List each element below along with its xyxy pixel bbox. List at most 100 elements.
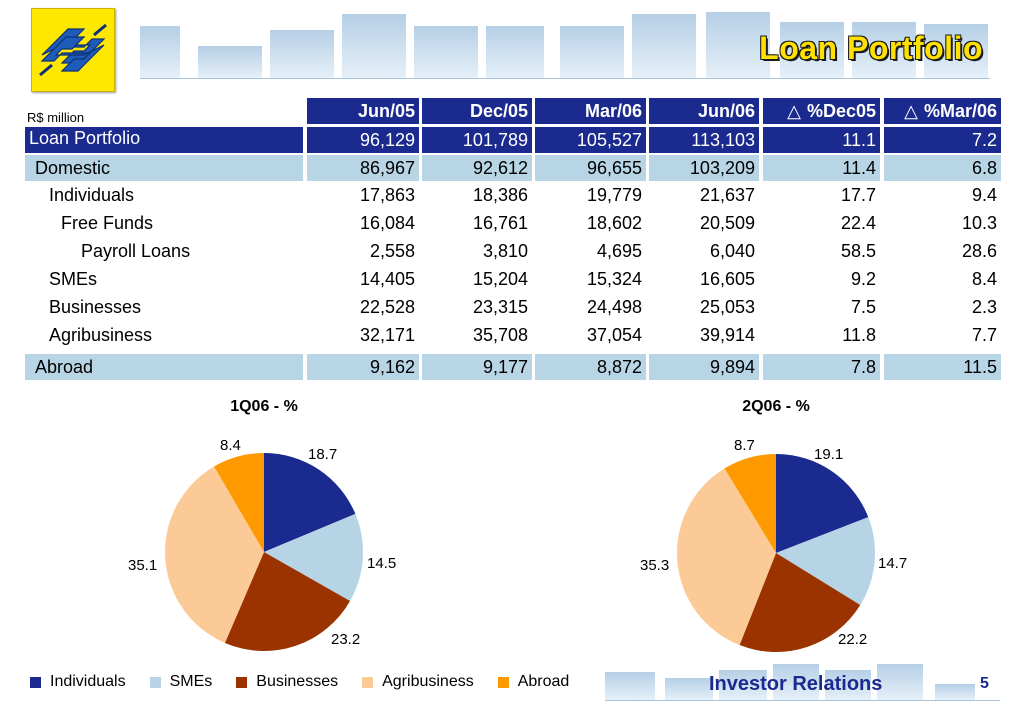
legend-item: SMEs	[149, 673, 213, 691]
pie-slice-agribusiness	[677, 468, 776, 646]
page-title: Loan Portfolio	[759, 30, 983, 66]
table-cell: 9.2	[850, 269, 876, 289]
pie-slice-businesses	[224, 552, 351, 651]
legend-label: SMEs	[169, 673, 213, 690]
table-cell: 28.6	[961, 241, 997, 261]
column-header-label: Jun/05	[357, 101, 415, 121]
legend-item: Agribusiness	[362, 673, 474, 691]
table-cell: 17.7	[840, 185, 876, 205]
legend-label: Abroad	[517, 673, 570, 690]
table-cell: 20,509	[699, 213, 755, 233]
table-cell: 15,204	[472, 269, 528, 289]
table-cell: 6,040	[709, 241, 755, 261]
logo-mark-icon	[39, 23, 107, 77]
table-cell: 8,872	[535, 354, 646, 380]
table-cell: 11.4	[763, 155, 880, 181]
table-cell: 37,054	[586, 325, 642, 345]
table-cell: 86,967	[307, 155, 419, 181]
table-cell: 3,810	[482, 241, 528, 261]
table-cell: 24,498	[586, 297, 642, 317]
delta-icon: △	[787, 101, 801, 121]
row-label: Abroad	[25, 354, 303, 380]
column-header: △ %Dec05	[763, 98, 880, 124]
column-header: Jun/05	[307, 98, 419, 124]
column-header-label: Jun/06	[697, 101, 755, 121]
table-cell: 16,605	[699, 269, 755, 289]
pie-data-label: 23.2	[331, 631, 361, 648]
table-cell: 7.5	[850, 297, 876, 317]
table-cell: 7.2	[884, 127, 1001, 153]
pie-data-label: 19.1	[814, 446, 844, 463]
row-label: Free Funds	[61, 213, 154, 233]
pie-data-label: 35.1	[128, 557, 158, 574]
legend-swatch-icon	[30, 676, 41, 688]
table-cell: 105,527	[535, 127, 646, 153]
pie-slice-smes	[264, 513, 363, 601]
pie-data-label: 8.4	[220, 437, 241, 454]
table-cell: 17,863	[359, 185, 415, 205]
pie-data-label: 14.7	[878, 555, 908, 572]
column-header: △ %Mar/06	[884, 98, 1001, 124]
legend-label: Agribusiness	[382, 673, 474, 690]
column-header-label: %Dec05	[806, 101, 876, 121]
table-cell: 16,084	[359, 213, 415, 233]
header-banner	[140, 12, 990, 79]
table-cell: 39,914	[699, 325, 755, 345]
table-cell: 16,761	[472, 213, 528, 233]
pie-data-label: 18.7	[308, 446, 338, 463]
table-cell: 25,053	[699, 297, 755, 317]
pie-slice-abroad	[214, 453, 264, 552]
table-cell: 9,894	[649, 354, 759, 380]
table-cell: 103,209	[649, 155, 759, 181]
legend-item: Abroad	[497, 673, 570, 691]
column-header: Dec/05	[422, 98, 532, 124]
pie-slice-individuals	[264, 453, 356, 552]
pie-data-label: 14.5	[367, 555, 397, 572]
pie-chart-title: 2Q06 - %	[742, 398, 810, 415]
footer-investor-relations: Investor Relations	[709, 673, 883, 695]
legend-item: Individuals	[30, 673, 126, 691]
table-cell: 21,637	[699, 185, 755, 205]
table-cell: 9.4	[971, 185, 997, 205]
legend-item: Businesses	[236, 673, 338, 691]
table-cell: 15,324	[586, 269, 642, 289]
table-cell: 19,779	[586, 185, 642, 205]
row-label: Payroll Loans	[81, 241, 191, 261]
table-cell: 23,315	[472, 297, 528, 317]
pie-chart-title: 1Q06 - %	[230, 398, 298, 415]
legend-label: Businesses	[256, 673, 339, 690]
row-label: Domestic	[25, 155, 303, 181]
table-cell: 9,162	[307, 354, 419, 380]
column-header-label: %Mar/06	[923, 101, 997, 121]
unit-label: R$ million	[27, 110, 85, 125]
table-cell: 35,708	[472, 325, 528, 345]
table-cell: 11.8	[842, 325, 876, 345]
table-cell: 10.3	[961, 213, 997, 233]
pie-slice-businesses	[739, 553, 861, 652]
pie-data-label: 22.2	[838, 631, 868, 648]
page-number: 5	[980, 675, 989, 692]
pie-data-label: 35.3	[640, 557, 670, 574]
row-label: SMEs	[49, 269, 98, 289]
table-cell: 96,129	[307, 127, 419, 153]
column-header-label: Mar/06	[584, 101, 642, 121]
pie-slice-agribusiness	[164, 466, 264, 643]
row-label: Individuals	[49, 185, 135, 205]
legend-swatch-icon	[236, 676, 248, 688]
delta-icon: △	[904, 101, 918, 121]
table-cell: 7.8	[763, 354, 880, 380]
column-header: Jun/06	[649, 98, 759, 124]
column-header-label: Dec/05	[469, 101, 528, 121]
table-cell: 4,695	[596, 241, 642, 261]
table-cell: 96,655	[535, 155, 646, 181]
table-cell: 32,171	[359, 325, 415, 345]
chart-legend: Individuals SMEs Businesses Agribusiness Abr…	[30, 673, 593, 691]
pie-slice-individuals	[776, 454, 869, 553]
table-cell: 92,612	[422, 155, 532, 181]
pie-data-label: 8.7	[734, 437, 755, 454]
legend-label: Individuals	[50, 673, 126, 690]
table-cell: 8.4	[971, 269, 997, 289]
table-cell: 22.4	[840, 213, 876, 233]
table-cell: 6.8	[884, 155, 1001, 181]
